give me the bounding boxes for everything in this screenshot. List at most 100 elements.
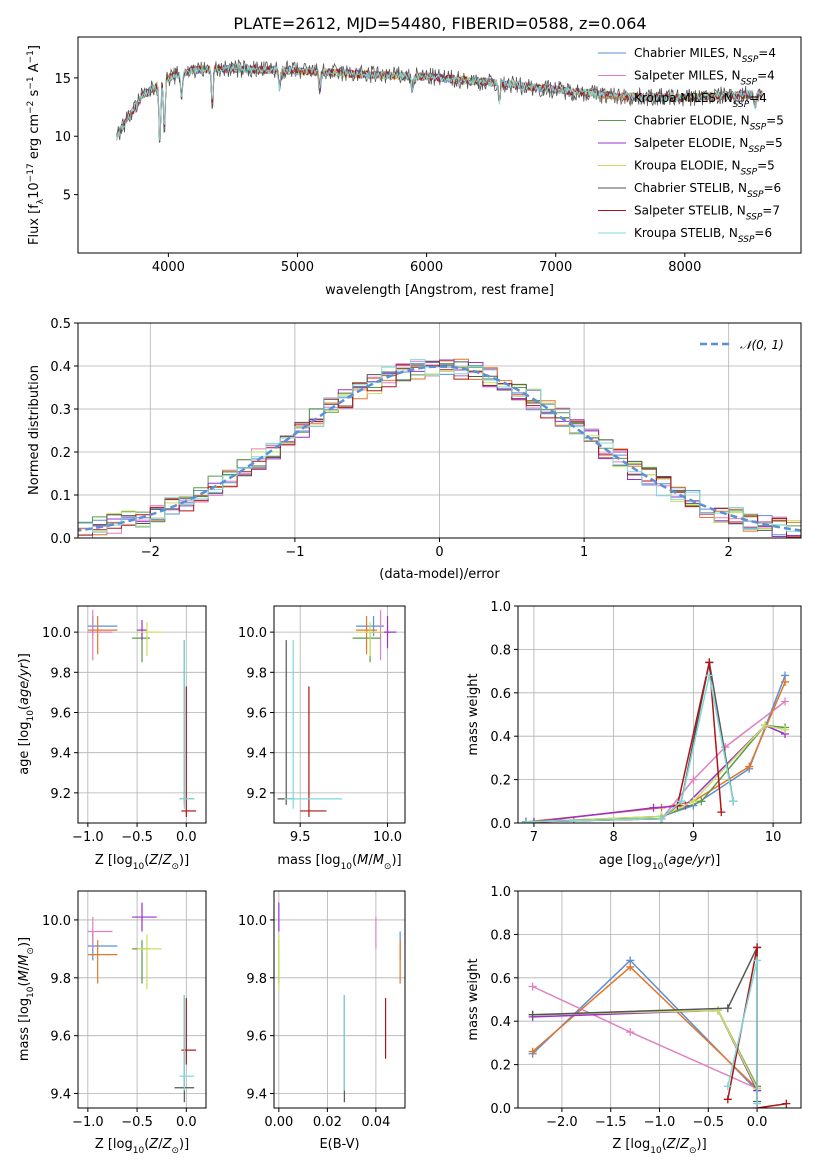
weight-marker <box>753 943 762 952</box>
x-axis-label: age [log10(age/yr)] <box>599 853 721 872</box>
x-tick-label: 7000 <box>539 260 572 275</box>
y-tick-label: 10.0 <box>42 914 71 929</box>
axes-frame <box>273 890 406 1109</box>
plot-area <box>87 902 197 1103</box>
x-axis-label: Z [log10(Z/Z⊙)] <box>95 1137 189 1156</box>
y-tick-label: 0.4 <box>490 730 511 745</box>
y-tick-label: 9.8 <box>50 666 71 681</box>
y-tick-label: 0.2 <box>490 1059 511 1074</box>
y-tick-label: 10.0 <box>238 626 267 641</box>
y-tick-label: 0.6 <box>490 972 511 987</box>
y-tick-label: 0.4 <box>490 1015 511 1030</box>
plot-area <box>87 610 197 817</box>
x-tick-label: 10 <box>765 830 782 845</box>
weight-marker <box>745 762 754 771</box>
legend-entry: Chabrier ELODIE, NSSP=5 <box>634 114 784 133</box>
x-tick-label: 2 <box>725 545 733 560</box>
y-tick-label: 10 <box>54 130 71 145</box>
weight-line-salpeter-miles <box>533 700 786 823</box>
mass-vs-metallicity-panel: −1.0 −0.5 0.0 9.4 9.6 9.8 10.0 Z [log10(Z/Z⊙)] m… <box>17 890 207 1156</box>
weight-marker <box>626 962 635 971</box>
weight-marker <box>723 1095 732 1104</box>
plot-area <box>521 658 790 823</box>
axes-frame <box>517 605 802 824</box>
y-tick-label: 9.2 <box>246 787 267 802</box>
weight-marker <box>781 697 790 706</box>
x-axis-label: (data-model)/error <box>379 567 500 582</box>
mass-weight-vs-age-panel: 7 8 9 10 0.0 0.2 0.4 0.6 0.8 1.0 age [log10(age/yr… <box>466 600 802 872</box>
weight-line-chabrier-stelib <box>525 662 734 823</box>
x-tick-label: 0.02 <box>313 1115 342 1130</box>
spectrum-line-kroupa-stelib <box>116 64 763 142</box>
y-axis-label: mass weight <box>466 673 481 755</box>
weight-line-chabrier-miles <box>532 959 758 1092</box>
y-tick-label: 0.0 <box>50 532 71 547</box>
x-tick-label: −2 <box>141 545 160 560</box>
x-tick-label: 10.0 <box>373 830 402 845</box>
weight-marker <box>717 808 726 817</box>
x-tick-label: 1 <box>580 545 588 560</box>
x-tick-label: −1.0 <box>72 1115 104 1130</box>
plot-area <box>116 59 763 144</box>
age-vs-mass-panel: 9.5 10.0 9.2 9.4 9.6 9.8 10.0 mass [log10(M/M⊙)… <box>238 605 406 872</box>
x-tick-label: −2.0 <box>546 1115 578 1130</box>
y-tick-label: 1.0 <box>490 885 511 900</box>
spectrum-line-chabrier-stelib <box>116 59 763 144</box>
x-axis-label: Z [log10(Z/Z⊙)] <box>612 1137 706 1156</box>
x-axis-label: Z [log10(Z/Z⊙)] <box>95 853 189 872</box>
plot-area <box>78 358 801 538</box>
x-tick-label: 0.0 <box>176 1115 197 1130</box>
x-tick-label: −1.5 <box>595 1115 627 1130</box>
x-tick-label: 0.0 <box>747 1115 768 1130</box>
axes-frame <box>77 890 207 1109</box>
y-tick-label: 9.6 <box>246 1030 267 1045</box>
weight-line-salpeter-miles <box>532 985 758 1090</box>
x-tick-label: 0.0 <box>176 830 197 845</box>
histogram-kroupa-stelib <box>78 359 801 533</box>
normal-reference-curve <box>78 365 801 532</box>
legend-entry: Kroupa MILES, NSSP=4 <box>634 91 767 110</box>
y-tick-label: 9.8 <box>246 666 267 681</box>
x-axis-label: E(B-V) <box>319 1137 359 1152</box>
x-tick-label: −1 <box>285 545 304 560</box>
y-tick-label: 9.4 <box>50 747 71 762</box>
y-tick-label: 15 <box>54 72 71 87</box>
figure-title: PLATE=2612, MJD=54480, FIBERID=0588, z=0… <box>233 14 646 33</box>
y-tick-label: 0.8 <box>490 643 511 658</box>
y-tick-label: 9.8 <box>246 972 267 987</box>
weight-line-kroupa-miles <box>525 681 786 823</box>
y-tick-label: 10.0 <box>42 626 71 641</box>
x-tick-label: 6000 <box>410 260 443 275</box>
spectrum-panel: 4000 5000 6000 7000 8000 5 10 15 wavelength [Ang… <box>26 36 802 298</box>
y-tick-label: 0.4 <box>50 360 71 375</box>
weight-marker <box>781 725 790 734</box>
mass-weight-vs-metallicity-panel: −2.0 −1.5 −1.0 −0.5 0.0 0.0 0.2 0.4 0.6 0.8 1.0 Z [… <box>466 885 802 1156</box>
axes-frame <box>77 36 802 254</box>
weight-marker <box>723 1004 732 1013</box>
weight-marker <box>705 671 714 680</box>
weight-marker <box>697 797 706 806</box>
y-tick-label: 1.0 <box>490 600 511 615</box>
y-axis-label: Flux [fλ10−17 erg cm−2 s−1 A−1] <box>26 45 46 245</box>
axes-frame <box>517 890 802 1109</box>
x-tick-label: 0.00 <box>264 1115 293 1130</box>
weight-marker <box>781 677 790 686</box>
x-axis-label: wavelength [Angstrom, rest frame] <box>325 283 554 298</box>
y-tick-label: 0.8 <box>490 928 511 943</box>
x-tick-label: −0.5 <box>121 1115 153 1130</box>
axes-frame <box>273 605 406 824</box>
y-tick-label: 9.6 <box>50 706 71 721</box>
x-tick-label: 9 <box>689 830 697 845</box>
y-tick-label: 9.2 <box>50 787 71 802</box>
legend: Chabrier MILES, NSSP=4 Salpeter MILES, NS… <box>598 46 784 245</box>
y-tick-label: 10.0 <box>238 914 267 929</box>
x-tick-label: 4000 <box>152 260 185 275</box>
y-axis-label: Normed distribution <box>27 365 42 495</box>
y-tick-label: 9.4 <box>50 1088 71 1103</box>
y-tick-label: 0.5 <box>50 317 71 332</box>
plot-area <box>528 943 791 1108</box>
x-tick-label: 9.5 <box>290 830 311 845</box>
weight-marker <box>677 797 686 806</box>
weight-marker <box>649 803 658 812</box>
age-vs-metallicity-panel: −1.0 −0.5 0.0 9.2 9.4 9.6 9.8 10.0 Z [log10(Z/Z⊙… <box>17 605 207 872</box>
